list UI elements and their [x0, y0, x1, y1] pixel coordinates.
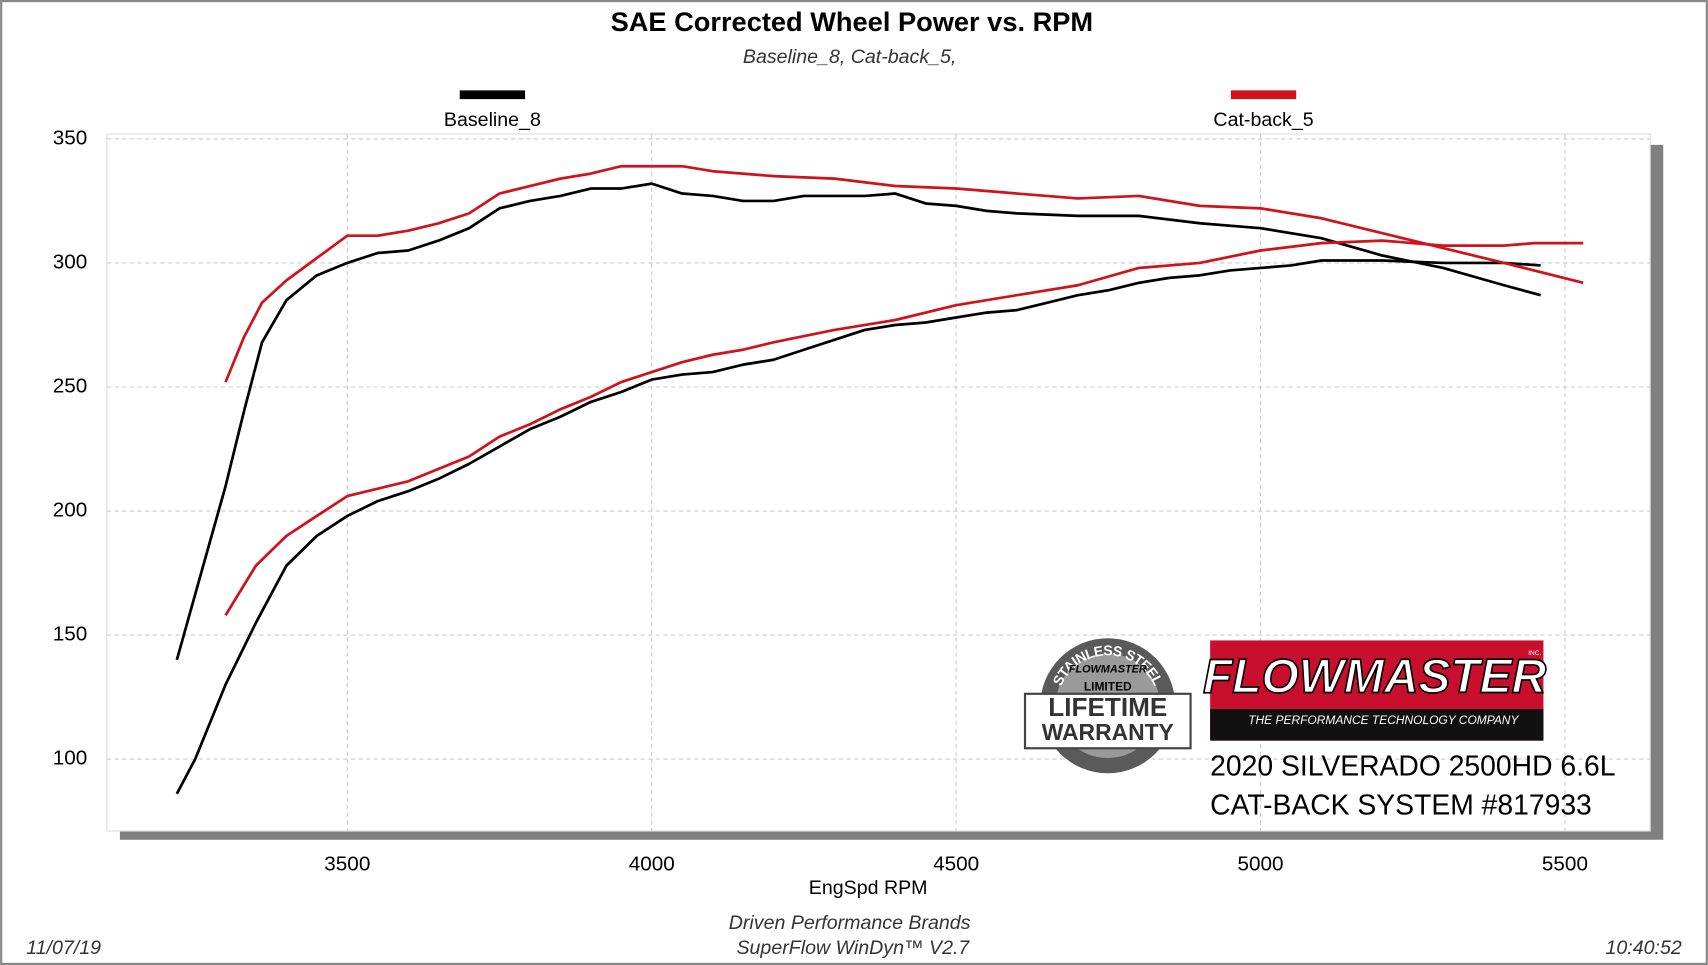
x-tick-label: 5500	[1542, 852, 1588, 875]
chart-title: SAE Corrected Wheel Power vs. RPM	[611, 6, 1094, 37]
y-tick-label: 100	[53, 747, 88, 770]
badge-line1: LIFETIME	[1048, 692, 1167, 722]
chart-subtitle: Baseline_8, Cat-back_5,	[743, 46, 956, 68]
badge-brand: FLOWMASTER	[1069, 664, 1147, 676]
x-tick-label: 4500	[933, 852, 979, 875]
footer-date: 11/07/19	[26, 937, 101, 959]
logo-black	[1210, 709, 1544, 741]
footer-company: Driven Performance Brands	[729, 912, 971, 934]
y-tick-label: 350	[53, 126, 88, 149]
logo-brand: FLOWMASTER	[1203, 650, 1547, 703]
x-tick-label: 3500	[324, 852, 370, 875]
x-axis-label: EngSpd RPM	[809, 877, 928, 899]
logo-inc: INC.	[1528, 650, 1541, 657]
series-line	[175, 182, 1541, 661]
x-tick-label: 5000	[1238, 852, 1284, 875]
badge-limited: LIMITED	[1084, 679, 1132, 693]
y-tick-label: 150	[53, 623, 88, 646]
caption-line: CAT-BACK SYSTEM #817933	[1210, 789, 1592, 821]
x-tick-label: 4000	[629, 852, 675, 875]
legend-label: Cat-back_5	[1213, 109, 1313, 131]
legend-label: Baseline_8	[444, 109, 541, 131]
caption-line: 2020 SILVERADO 2500HD 6.6L	[1210, 749, 1615, 781]
y-tick-label: 300	[53, 250, 88, 273]
flowmaster-logo: FLOWMASTER INC. THE PERFORMANCE TECHNOLO…	[1202, 640, 1547, 741]
badge-line2: WARRANTY	[1042, 719, 1174, 745]
footer-time: 10:40:52	[1605, 937, 1681, 959]
y-tick-label: 200	[53, 498, 88, 521]
logo-tagline: THE PERFORMANCE TECHNOLOGY COMPANY	[1248, 713, 1519, 727]
y-tick-label: 250	[53, 374, 88, 397]
series-line	[224, 164, 1584, 383]
footer-software: SuperFlow WinDyn™ V2.7	[736, 937, 970, 959]
series-line	[175, 259, 1541, 795]
badge-banner	[1023, 692, 1192, 750]
series-line	[224, 239, 1584, 616]
